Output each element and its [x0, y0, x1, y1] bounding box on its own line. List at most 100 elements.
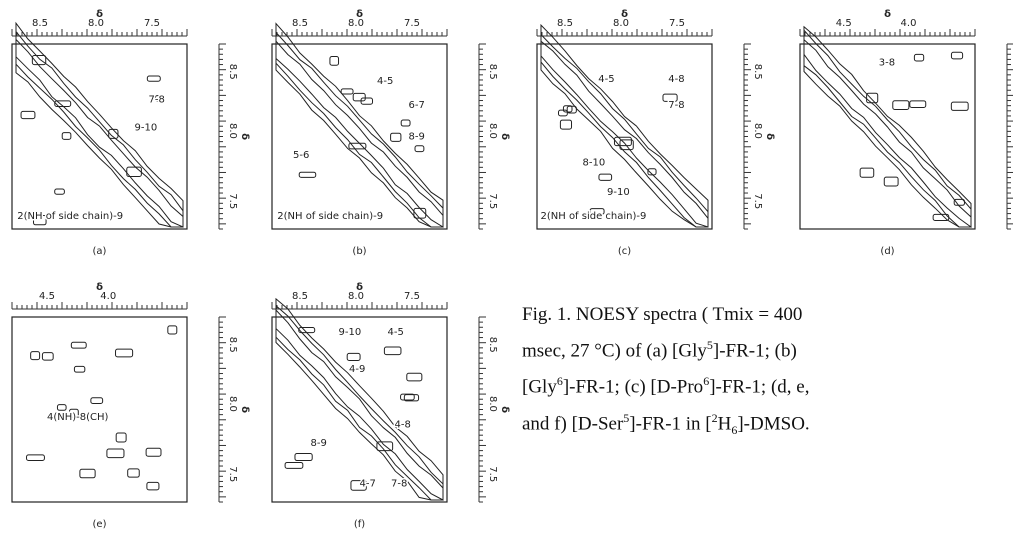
peak-annotation: 6-7	[409, 100, 425, 111]
x-tick-label: 8.5	[32, 18, 48, 29]
peak-annotation: 3-8	[879, 58, 895, 69]
peak-annotation: 4-5	[598, 74, 614, 85]
caption-text: ]-FR-1; (c) [D-Pro	[562, 376, 704, 398]
peak-annotation: 7-8	[149, 95, 165, 106]
cross-peak	[54, 188, 65, 195]
y-tick-label: 8.5	[487, 64, 498, 80]
cross-peak	[298, 171, 317, 178]
x-tick-label: 8.0	[348, 291, 364, 302]
peak-annotation: 8-9	[409, 132, 425, 143]
y-tick-label: 7.5	[487, 193, 498, 209]
cross-peak	[376, 441, 394, 452]
caption: Fig. 1. NOESY spectra ( Tmix = 400 msec,…	[522, 300, 822, 445]
y-tick-label: 8.0	[487, 123, 498, 139]
cross-peak	[115, 432, 127, 443]
cross-peak	[167, 325, 178, 335]
peak-annotation: 4-7	[360, 479, 376, 490]
cross-peak	[892, 100, 910, 110]
contour	[540, 23, 709, 228]
y-tick-label: 8.0	[227, 396, 238, 412]
x-axis-label: δ	[96, 9, 103, 20]
y-axis-label: δ	[239, 406, 250, 413]
x-axis-label: δ	[884, 9, 891, 20]
y-axis-label: δ	[499, 133, 510, 140]
cross-peak	[913, 53, 925, 62]
peak-annotation: 2(NH of side chain)-9	[17, 211, 123, 222]
plot-frame	[11, 43, 188, 230]
caption-text: H	[717, 412, 732, 434]
cross-peak	[154, 95, 165, 102]
cross-peak	[146, 481, 160, 491]
cross-peak	[909, 100, 927, 109]
x-tick-label: 4.5	[39, 291, 55, 302]
cross-peak	[126, 166, 142, 177]
cross-peak	[403, 394, 420, 402]
cross-peak	[360, 97, 374, 105]
peak-annotation: 5-6	[293, 150, 309, 161]
caption-sup: 5	[706, 338, 713, 352]
cross-peak	[30, 351, 41, 361]
caption-sup: 6	[703, 374, 710, 389]
contour	[15, 21, 184, 228]
contour	[540, 33, 709, 228]
cross-peak	[31, 54, 47, 66]
contour	[15, 38, 184, 228]
x-axis-label: δ	[621, 9, 628, 20]
x-tick-label: 7.5	[669, 18, 685, 29]
x-tick-label: 4.0	[901, 18, 917, 29]
cross-peak	[883, 176, 899, 187]
peak-annotation: 4-8	[395, 419, 411, 430]
spectrum-panel: δ 8.5 8.0 7.5 8.5 8.0 7.5 δ 4-5 6-7 8-9 5-6 2(NH of …	[271, 9, 510, 257]
cross-peak	[400, 119, 411, 127]
cross-peak	[54, 100, 72, 108]
caption-text: ]-FR-1 in [	[629, 412, 712, 434]
cross-peak	[145, 447, 162, 457]
caption-text: ]-FR-1; (b) [Gly	[522, 340, 797, 398]
y-tick-label: 8.0	[227, 123, 238, 139]
plot-frame	[536, 43, 713, 230]
y-tick-label: 7.5	[752, 193, 763, 209]
spectrum-panel: δ 8.5 8.0 7.5 8.5 8.0 7.5 δ 9-10 4-5 4-9 4-8 8-9 4-7 7…	[271, 282, 510, 530]
y-tick-label: 8.5	[227, 64, 238, 80]
x-tick-label: 7.5	[404, 18, 420, 29]
cross-peak	[866, 92, 879, 104]
cross-peak	[400, 393, 415, 401]
cross-peak	[298, 327, 316, 334]
cross-peak	[346, 352, 361, 361]
peak-annotation: 9-10	[135, 122, 158, 133]
cross-peak	[950, 51, 964, 60]
y-tick-label: 8.5	[487, 337, 498, 353]
cross-peak	[127, 468, 140, 478]
x-tick-label: 4.0	[100, 291, 116, 302]
panel-label: (b)	[352, 246, 366, 257]
x-tick-label: 8.5	[292, 291, 308, 302]
cross-peak	[662, 93, 678, 102]
peak-annotation: 2(NH of side chain)-9	[541, 211, 647, 222]
peak-annotation: 4-9	[349, 364, 365, 375]
peak-annotation: 8-10	[583, 157, 606, 168]
panel-label: (c)	[618, 246, 631, 257]
plot-frame	[271, 43, 448, 230]
contour	[540, 40, 709, 228]
peak-annotation: 7-8	[668, 100, 684, 111]
cross-peak	[294, 453, 313, 462]
peak-annotation: 8-9	[311, 438, 327, 449]
panel-label: (d)	[880, 246, 894, 257]
y-tick-label: 7.5	[227, 466, 238, 482]
caption-sub: 6	[731, 422, 738, 437]
cross-peak	[146, 75, 161, 82]
cross-peak	[598, 173, 613, 181]
x-tick-label: 8.0	[88, 18, 104, 29]
x-axis-label: δ	[356, 282, 363, 293]
peak-annotation: 9-10	[607, 187, 630, 198]
contour	[803, 25, 972, 228]
plot-frame	[271, 316, 448, 503]
cross-peak	[350, 480, 367, 491]
cross-peak	[79, 468, 96, 479]
cross-peak	[56, 404, 67, 411]
caption-sup: 2	[711, 410, 718, 425]
peak-annotation: 4-8	[668, 74, 684, 85]
cross-peak	[340, 88, 354, 95]
y-axis-label: δ	[239, 133, 250, 140]
